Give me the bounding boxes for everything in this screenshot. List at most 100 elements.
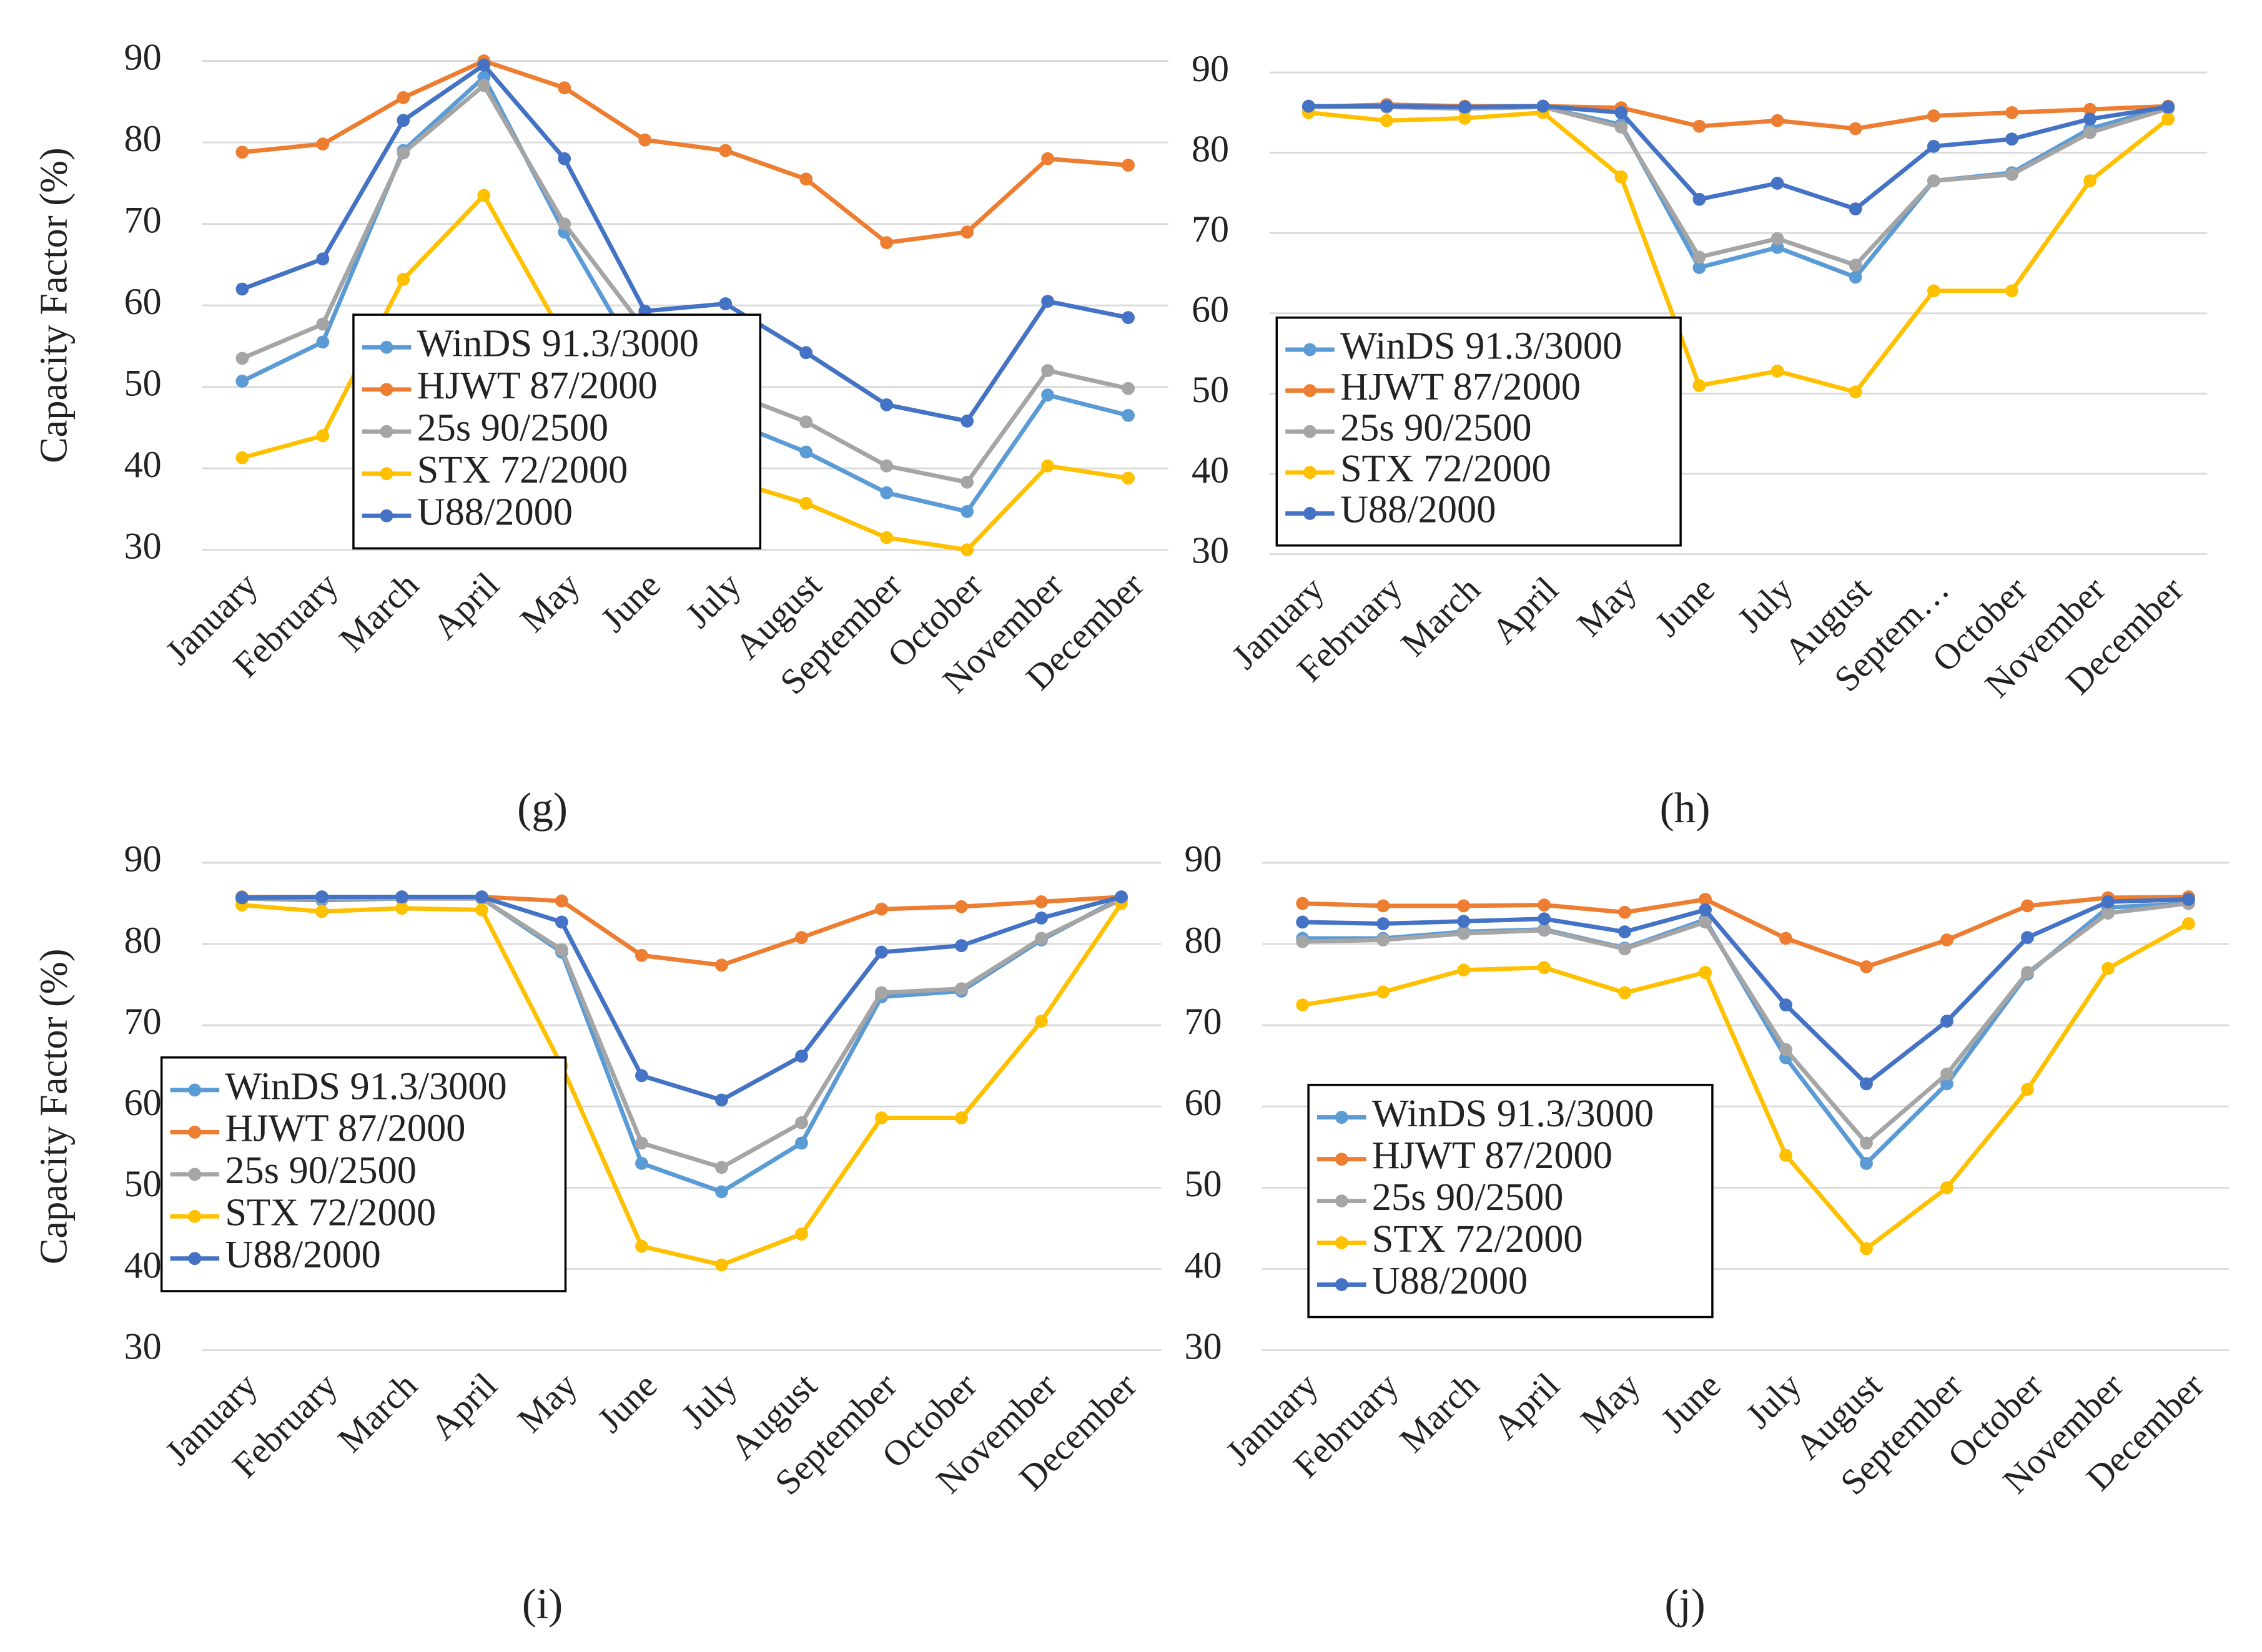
data-point [1940, 1015, 1953, 1028]
legend-marker [1335, 1194, 1348, 1207]
legend-marker [1303, 384, 1316, 398]
data-point [715, 958, 728, 972]
legend-marker [1303, 425, 1316, 438]
legend-label: HJWT 87/2000 [225, 1107, 465, 1150]
legend-label: HJWT 87/2000 [1372, 1134, 1613, 1177]
data-point [1122, 471, 1135, 485]
data-point [1380, 114, 1393, 127]
data-point [1860, 960, 1873, 973]
legend-label: WinDS 91.3/3000 [225, 1064, 506, 1108]
legend-marker [1335, 1278, 1348, 1291]
data-point [1538, 961, 1551, 975]
data-point [1035, 1015, 1048, 1028]
data-point [961, 225, 974, 239]
data-point [2161, 112, 2175, 126]
legend-marker [188, 1083, 202, 1097]
data-point [1115, 890, 1128, 903]
x-tick-label: March [1394, 569, 1488, 664]
x-tick-label: July [1739, 1365, 1809, 1436]
legend-box [1307, 1083, 1714, 1319]
data-point [719, 144, 733, 157]
legend-marker [1303, 466, 1316, 479]
data-point [316, 317, 330, 331]
x-tick-label: March [330, 1365, 425, 1460]
legend-marker [1335, 1236, 1348, 1249]
x-tick-label: July [674, 1365, 745, 1436]
data-point [1296, 915, 1310, 929]
caption: (g) [517, 784, 568, 832]
legend-label: STX 72/2000 [1340, 447, 1551, 490]
y-axis-label: Capacity Factor (%) [32, 147, 76, 463]
data-point [1538, 923, 1551, 937]
data-point [955, 1111, 968, 1124]
data-point [1041, 295, 1054, 308]
y-tick-label: 50 [124, 361, 162, 403]
data-point [477, 79, 491, 92]
x-tick-label: May [510, 1365, 585, 1440]
data-point [1849, 122, 1862, 135]
y-tick-label: 80 [124, 117, 162, 159]
data-point [315, 890, 328, 903]
data-point [1122, 408, 1135, 422]
data-point [1041, 364, 1054, 377]
data-point [1860, 1077, 1873, 1091]
data-point [1940, 933, 1953, 946]
data-point [961, 504, 974, 518]
data-point [2021, 899, 2034, 913]
data-point [1927, 139, 1940, 153]
data-point [235, 451, 249, 465]
legend-label: 25s 90/2500 [417, 406, 609, 450]
data-point [715, 1161, 728, 1174]
legend-marker [380, 467, 393, 481]
data-point [795, 931, 808, 945]
y-tick-label: 40 [1184, 1244, 1222, 1286]
data-point [395, 890, 408, 903]
data-point [1122, 381, 1135, 395]
data-point [795, 1116, 808, 1129]
data-point [1035, 932, 1048, 945]
series-line [1302, 895, 2189, 970]
y-tick-label: 50 [1192, 368, 1229, 410]
y-tick-label: 50 [124, 1163, 162, 1204]
y-axis-label: Capacity Factor (%) [32, 948, 76, 1264]
data-point [799, 496, 813, 510]
legend-label: 25s 90/2500 [225, 1149, 417, 1192]
x-tick-label: May [513, 565, 587, 639]
data-point [875, 1111, 888, 1124]
data-point [635, 948, 648, 962]
x-tick-label: June [593, 565, 668, 639]
series-line [1302, 922, 2190, 1252]
data-point [397, 272, 410, 286]
data-point [1538, 912, 1551, 926]
data-point [235, 375, 249, 388]
data-point [2005, 167, 2018, 181]
data-point [955, 939, 968, 953]
data-point [2083, 112, 2097, 126]
data-point [477, 58, 491, 72]
legend-label: HJWT 87/2000 [1340, 365, 1581, 408]
data-point [715, 1185, 728, 1199]
data-point [1692, 250, 1706, 264]
data-point [2161, 100, 2175, 114]
y-tick-label: 30 [1184, 1325, 1222, 1367]
x-tick-label: April [1486, 1365, 1568, 1447]
data-point [1849, 385, 1862, 399]
data-point [316, 429, 330, 443]
caption: (j) [1664, 1580, 1705, 1628]
data-point [1860, 1242, 1873, 1256]
caption: (i) [522, 1580, 563, 1628]
y-tick-label: 60 [124, 280, 162, 322]
data-point [316, 335, 330, 349]
series-line [242, 902, 1124, 1267]
data-point [635, 1136, 648, 1150]
legend-marker [1335, 1111, 1348, 1124]
data-point [880, 531, 894, 544]
data-point [1376, 899, 1390, 913]
series-line [241, 62, 1129, 424]
data-point [1296, 935, 1310, 948]
data-point [475, 890, 488, 903]
y-tick-label: 30 [124, 1325, 162, 1367]
